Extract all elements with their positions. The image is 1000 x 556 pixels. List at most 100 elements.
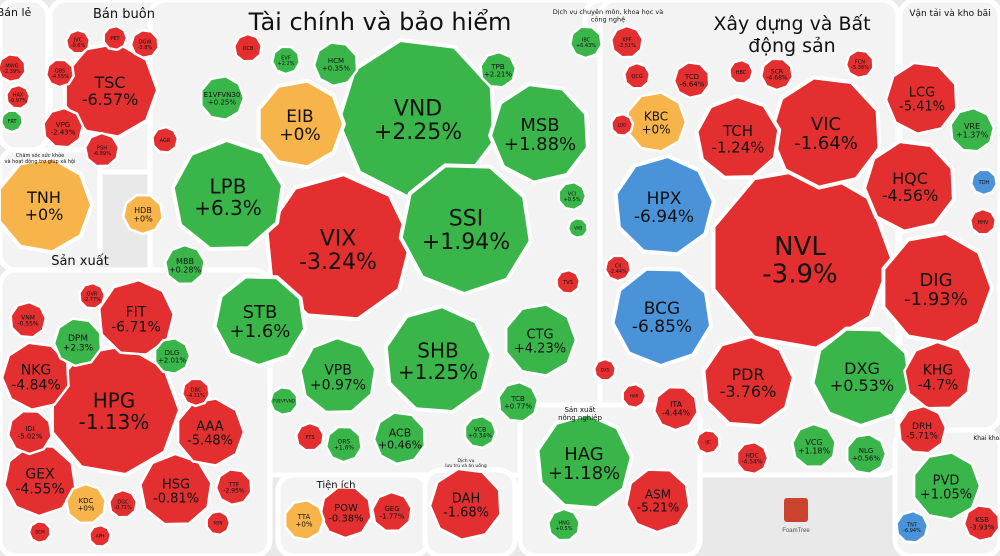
stock-tile[interactable] <box>844 49 875 80</box>
stock-cell-msb[interactable]: MSB+1.88% <box>488 82 590 185</box>
stock-cell-ijc[interactable]: IJC <box>694 429 721 456</box>
stock-tile[interactable] <box>200 75 246 121</box>
stock-tile[interactable] <box>180 377 211 408</box>
stock-cell-qbs[interactable]: QBS-4.55% <box>44 58 75 89</box>
stock-cell-hsg[interactable]: HSG-0.81% <box>139 452 213 526</box>
stock-cell-nlg[interactable]: NLG+0.56% <box>845 433 888 475</box>
stock-cell-eib[interactable]: EIB+0% <box>256 78 346 170</box>
stock-cell-hcm[interactable]: HCM+0.35% <box>312 41 359 88</box>
stock-cell-lcg[interactable]: LCG-5.41% <box>884 61 958 135</box>
stock-tile[interactable] <box>592 357 618 382</box>
stock-cell-hqc[interactable]: HQC-4.56% <box>862 139 956 234</box>
stock-cell-nvl[interactable]: NVL-3.9% <box>711 165 894 351</box>
stock-cell-dcm[interactable]: DCM <box>27 520 52 545</box>
stock-cell-lpb[interactable]: LPB+6.3% <box>170 138 285 251</box>
stock-tile[interactable] <box>3 444 77 518</box>
stock-cell-tnt[interactable]: TNT-6.94% <box>895 509 930 544</box>
stock-tile[interactable] <box>610 266 713 368</box>
stock-cell-e1vfvn30[interactable]: E1VFVN30+0.25% <box>200 75 246 121</box>
stock-cell-hbc[interactable]: HBC <box>728 58 755 85</box>
stock-tile[interactable] <box>372 411 427 466</box>
stock-tile[interactable] <box>5 83 32 110</box>
stock-tile[interactable] <box>176 397 246 467</box>
stock-tile[interactable] <box>212 274 308 368</box>
stock-cell-dgw[interactable]: DGW-3.8% <box>129 29 160 60</box>
stock-tile[interactable] <box>962 504 1000 543</box>
stock-cell-ocb[interactable]: OCB <box>232 32 263 63</box>
stock-tile[interactable] <box>912 451 982 521</box>
stock-cell-shb[interactable]: SHB+1.25% <box>383 304 494 414</box>
stock-tile[interactable] <box>383 304 494 414</box>
stock-cell-hng[interactable]: HNG+0.5% <box>546 507 581 542</box>
stock-tile[interactable] <box>428 467 502 541</box>
stock-tile[interactable] <box>214 468 253 507</box>
stock-cell-ibc[interactable]: IBC+6.43% <box>568 25 603 60</box>
stock-cell-hhv[interactable]: HHV <box>968 207 998 236</box>
stock-cell-vpb[interactable]: VPB+0.97% <box>299 336 377 414</box>
stock-cell-scr[interactable]: SCR-4.68% <box>759 57 794 92</box>
stock-cell-vic[interactable]: VIC-1.64% <box>768 75 882 190</box>
stock-cell-fts[interactable]: FTS <box>294 421 325 452</box>
stock-cell-dxg[interactable]: DXG+0.53% <box>810 326 913 428</box>
stock-tile[interactable] <box>151 125 180 154</box>
stock-cell-tdh[interactable]: TDH <box>969 168 998 197</box>
stock-cell-vcg[interactable]: VCG+1.18% <box>791 422 837 469</box>
stock-tile[interactable] <box>535 412 634 511</box>
stock-cell-idi[interactable]: IDI-5.02% <box>6 409 53 456</box>
stock-tile[interactable] <box>0 53 27 84</box>
stock-cell-vre[interactable]: VRE+1.37% <box>949 106 996 153</box>
stock-cell-frt[interactable]: FRT <box>0 109 25 134</box>
stock-cell-khg[interactable]: KHG-4.7% <box>903 340 973 410</box>
stock-tile[interactable] <box>163 243 206 286</box>
stock-cell-hax[interactable]: HAX-0.97% <box>5 83 32 110</box>
stock-cell-qcg[interactable]: QCG <box>622 61 652 90</box>
stock-tile[interactable] <box>701 334 796 429</box>
stock-cell-hag[interactable]: HAG+1.18% <box>535 412 634 511</box>
stock-tile[interactable] <box>463 414 498 450</box>
stock-cell-tcb[interactable]: TCB+0.77% <box>497 380 540 423</box>
stock-cell-evf[interactable]: EVF+2.2% <box>270 45 301 76</box>
stock-tile[interactable] <box>52 317 103 368</box>
stock-cell-msn[interactable]: MSN <box>205 509 232 537</box>
stock-tile[interactable] <box>256 78 346 170</box>
stock-cell-hpx[interactable]: HPX-6.94% <box>613 154 716 257</box>
stock-tile[interactable] <box>566 216 589 240</box>
stock-tile[interactable] <box>370 490 413 533</box>
stock-tile[interactable] <box>153 337 192 375</box>
stock-cell-pdr[interactable]: PDR-3.76% <box>701 334 796 429</box>
stock-tile[interactable] <box>897 404 948 455</box>
stock-tile[interactable] <box>621 382 648 410</box>
stock-cell-jvc[interactable]: JVC-0.6% <box>64 28 92 55</box>
stock-tile[interactable] <box>568 25 603 60</box>
stock-cell-ita[interactable]: ITA-4.44% <box>652 385 699 432</box>
stock-tile[interactable] <box>78 281 107 310</box>
stock-cell-tta[interactable]: TTA+0% <box>283 499 326 541</box>
stock-tile[interactable] <box>791 422 837 469</box>
stock-tile[interactable] <box>969 168 998 197</box>
stock-tile[interactable] <box>6 409 53 456</box>
stock-cell-vpg[interactable]: VPG-2.43% <box>42 106 85 149</box>
stock-tile[interactable] <box>170 138 285 251</box>
stock-tile[interactable] <box>672 61 711 100</box>
stock-tile[interactable] <box>862 139 956 234</box>
stock-cell-aaa[interactable]: AAA-5.48% <box>176 397 246 467</box>
stock-tile[interactable] <box>9 300 48 339</box>
stock-tile[interactable] <box>312 41 359 88</box>
stock-cell-tch[interactable]: TCH-1.24% <box>694 94 782 180</box>
stock-tile[interactable] <box>27 520 52 545</box>
stock-cell-vix[interactable]: VIX-3.24% <box>264 172 414 322</box>
stock-tile[interactable] <box>652 385 699 432</box>
stock-cell-har[interactable]: HAR <box>621 382 648 410</box>
stock-tile[interactable] <box>504 303 578 377</box>
stock-tile[interactable] <box>64 28 92 55</box>
stock-cell-ttf[interactable]: TTF-2.95% <box>214 468 253 507</box>
stock-cell-drh[interactable]: DRH-5.71% <box>897 404 948 455</box>
stock-cell-ksb[interactable]: KSB-3.93% <box>962 504 1000 543</box>
stock-cell-ldg[interactable]: LDG <box>610 112 635 137</box>
stock-tile[interactable] <box>694 429 721 456</box>
stock-tile[interactable] <box>283 499 326 541</box>
stock-tile[interactable] <box>768 75 882 190</box>
stock-tile[interactable] <box>83 131 120 168</box>
stock-cell-dig[interactable]: DIG-1.93% <box>881 230 994 346</box>
stock-cell-ssi[interactable]: SSI+1.94% <box>398 163 533 296</box>
